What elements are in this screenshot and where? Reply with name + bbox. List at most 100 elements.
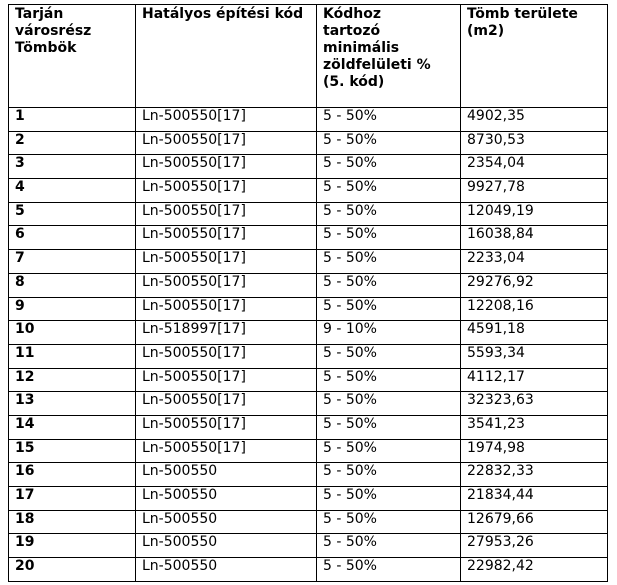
table-row: 11 Ln-500550[17] 5 - 50% 5593,34 [8, 343, 608, 369]
table-cell: Ln-500550[17] [135, 107, 317, 132]
table-cell: Ln-500550[17] [135, 296, 317, 322]
table-cell: Ln-500550 [135, 557, 317, 582]
block-number: 12 [8, 367, 136, 393]
table-cell: 5 - 50% [316, 178, 461, 203]
header-cell: Kódhoz tartozó minimális zöldfelületi % … [316, 4, 461, 108]
table-cell: 27953,26 [460, 533, 608, 559]
table-row: 18 Ln-500550 5 - 50% 12679,66 [8, 509, 608, 535]
block-number: 19 [8, 533, 136, 559]
table-cell: Ln-500550 [135, 486, 317, 511]
block-number: 14 [8, 414, 136, 440]
table-row: 1 Ln-500550[17] 5 - 50% 4902,35 [8, 107, 608, 132]
table-cell: 32323,63 [460, 391, 608, 416]
table-cell: 1974,98 [460, 438, 608, 464]
table-row: 8 Ln-500550[17] 5 - 50% 29276,92 [8, 272, 608, 298]
table-cell: Ln-500550[17] [135, 154, 317, 180]
table-cell: 12049,19 [460, 201, 608, 227]
table-row: 6 Ln-500550[17] 5 - 50% 16038,84 [8, 225, 608, 251]
table-cell: Ln-500550[17] [135, 225, 317, 251]
block-number: 8 [8, 272, 136, 298]
table-row: 15 Ln-500550[17] 5 - 50% 1974,98 [8, 438, 608, 464]
block-number: 20 [8, 557, 136, 582]
table-cell: Ln-500550[17] [135, 130, 317, 156]
table-cell: Ln-500550[17] [135, 178, 317, 203]
table-cell: 5 - 50% [316, 201, 461, 227]
table-cell: 2354,04 [460, 154, 608, 180]
block-number: 7 [8, 249, 136, 274]
block-number: 9 [8, 296, 136, 322]
table-cell: 5 - 50% [316, 462, 461, 487]
table-row: 20 Ln-500550 5 - 50% 22982,42 [8, 557, 608, 582]
table-cell: 21834,44 [460, 486, 608, 511]
table-row: 3 Ln-500550[17] 5 - 50% 2354,04 [8, 154, 608, 180]
table-cell: 5 - 50% [316, 249, 461, 274]
table-cell: 5 - 50% [316, 154, 461, 180]
block-number: 11 [8, 343, 136, 369]
table-cell: 4112,17 [460, 367, 608, 393]
table-cell: Ln-500550[17] [135, 249, 317, 274]
table-cell: 5 - 50% [316, 557, 461, 582]
table-cell: 22832,33 [460, 462, 608, 487]
table-cell: Ln-518997[17] [135, 320, 317, 345]
block-number: 3 [8, 154, 136, 180]
table-row: 13 Ln-500550[17] 5 - 50% 32323,63 [8, 391, 608, 416]
block-number: 17 [8, 486, 136, 511]
table-cell: Ln-500550[17] [135, 438, 317, 464]
table-row: 2 Ln-500550[17] 5 - 50% 8730,53 [8, 130, 608, 156]
table-cell: 22982,42 [460, 557, 608, 582]
block-number: 10 [8, 320, 136, 345]
table-cell: Ln-500550 [135, 533, 317, 559]
table-cell: Ln-500550 [135, 509, 317, 535]
table-cell: Ln-500550[17] [135, 201, 317, 227]
block-number: 13 [8, 391, 136, 416]
table-cell: Ln-500550[17] [135, 391, 317, 416]
table-cell: 8730,53 [460, 130, 608, 156]
table-cell: 5 - 50% [316, 130, 461, 156]
block-number: 16 [8, 462, 136, 487]
table-cell: 5 - 50% [316, 107, 461, 132]
table-cell: 5 - 50% [316, 486, 461, 511]
block-number: 15 [8, 438, 136, 464]
table-cell: Ln-500550[17] [135, 414, 317, 440]
header-row: Tarján városrész Tömbök Hatályos építési… [8, 4, 608, 108]
block-number: 6 [8, 225, 136, 251]
table-cell: 5 - 50% [316, 272, 461, 298]
table-cell: 9927,78 [460, 178, 608, 203]
block-number: 4 [8, 178, 136, 203]
data-table: Tarján városrész Tömbök Hatályos építési… [8, 4, 608, 582]
table-cell: 9 - 10% [316, 320, 461, 345]
table-cell: 5 - 50% [316, 367, 461, 393]
table-cell: 16038,84 [460, 225, 608, 251]
table-cell: 5593,34 [460, 343, 608, 369]
block-number: 18 [8, 509, 136, 535]
table-cell: 5 - 50% [316, 414, 461, 440]
table-cell: Ln-500550[17] [135, 272, 317, 298]
table-cell: 12679,66 [460, 509, 608, 535]
table-row: 19 Ln-500550 5 - 50% 27953,26 [8, 533, 608, 559]
header-cell: Hatályos építési kód [135, 4, 317, 108]
table-cell: 5 - 50% [316, 391, 461, 416]
table-cell: 4591,18 [460, 320, 608, 345]
table-cell: Ln-500550[17] [135, 343, 317, 369]
table-row: 9 Ln-500550[17] 5 - 50% 12208,16 [8, 296, 608, 322]
table-row: 5 Ln-500550[17] 5 - 50% 12049,19 [8, 201, 608, 227]
table-cell: 5 - 50% [316, 343, 461, 369]
table-cell: 12208,16 [460, 296, 608, 322]
block-number: 1 [8, 107, 136, 132]
table-cell: Ln-500550[17] [135, 367, 317, 393]
table-row: 4 Ln-500550[17] 5 - 50% 9927,78 [8, 178, 608, 203]
table-cell: 3541,23 [460, 414, 608, 440]
table-cell: 5 - 50% [316, 533, 461, 559]
table-row: 10 Ln-518997[17] 9 - 10% 4591,18 [8, 320, 608, 345]
table-cell: 5 - 50% [316, 296, 461, 322]
table-cell: 2233,04 [460, 249, 608, 274]
table-cell: 29276,92 [460, 272, 608, 298]
table-cell: 4902,35 [460, 107, 608, 132]
table-row: 16 Ln-500550 5 - 50% 22832,33 [8, 462, 608, 487]
table-cell: 5 - 50% [316, 438, 461, 464]
table-cell: 5 - 50% [316, 509, 461, 535]
header-cell: Tömb területe (m2) [460, 4, 608, 108]
header-cell: Tarján városrész Tömbök [8, 4, 136, 108]
table-cell: 5 - 50% [316, 225, 461, 251]
